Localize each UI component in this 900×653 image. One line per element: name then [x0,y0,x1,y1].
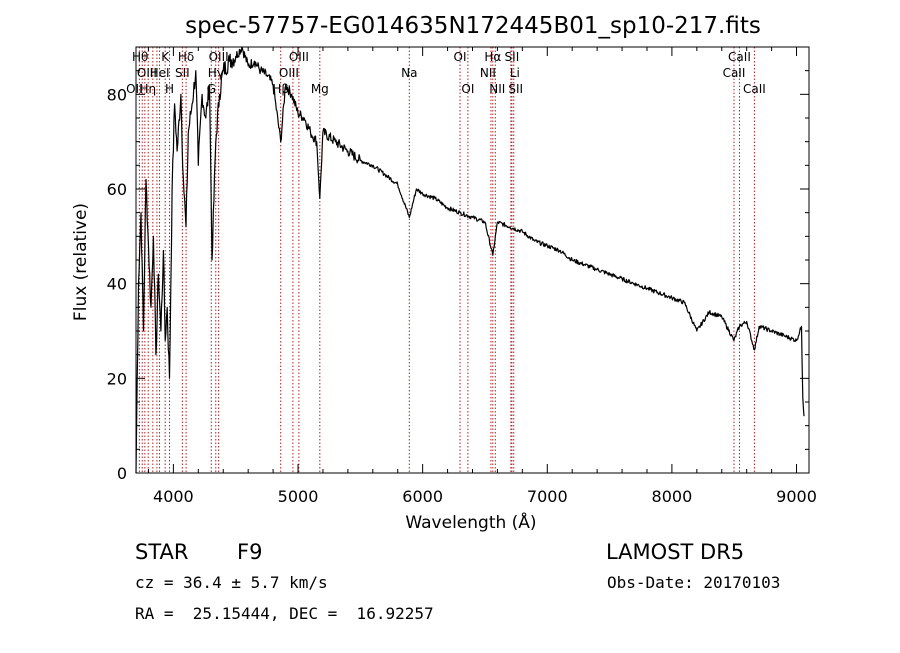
line-marker-labels: OIIHθHηOIIIHeIKHSIIHδGHγOIIIHβOIIIOIIIMg… [126,50,766,96]
line-marker-label-10: Hδ [178,50,194,64]
x-tick-label-0: 4000 [153,487,194,506]
line-marker-label-13: OIII [209,50,229,64]
y-tick-label-2: 40 [107,275,127,294]
line-marker-label-29: CaII [743,82,766,96]
chart-title: spec-57757-EG014635N172445B01_sp10-217.f… [185,13,761,39]
line-marker-label-27: CaII [723,66,746,80]
line-marker-label-6: HeI [150,66,170,80]
line-markers [138,47,755,473]
line-marker-label-9: SII [175,66,190,80]
line-marker-label-23: NII [489,82,505,96]
line-marker-label-19: OI [454,50,467,64]
x-tick-label-1: 5000 [278,487,319,506]
x-tick-label-5: 9000 [776,487,817,506]
line-marker-label-5: OIII [137,66,157,80]
y-tick-label-1: 20 [107,369,127,388]
line-marker-label-20: OI [461,82,474,96]
y-axis: 0 20 40 60 80 [107,70,809,483]
line-marker-label-2: Hη [140,82,157,96]
line-marker-label-1: Hθ [132,50,148,64]
line-marker-label-12: Hγ [208,66,224,80]
object-class: STAR [135,540,189,564]
line-marker-label-8: H [165,82,174,96]
line-marker-label-18: Na [401,66,417,80]
y-tick-label-0: 0 [117,464,127,483]
line-marker-label-0: OII [126,82,143,96]
line-marker-label-15: OIII [279,66,299,80]
line-marker-label-22: Hα [484,50,501,64]
y-tick-label-3: 60 [107,180,127,199]
line-marker-label-11: G [207,82,216,96]
line-marker-label-7: K [161,50,170,64]
line-marker-label-26: SII [508,82,523,96]
line-marker-label-16: OIII [289,50,309,64]
survey-label: LAMOST DR5 [606,540,745,564]
line-marker-label-28: CaII [728,50,751,64]
spectrum-series-line [135,46,805,474]
obs-date-label: Obs-Date: 20170103 [607,573,781,592]
line-marker-label-25: SII [505,50,520,64]
x-tick-label-4: 8000 [652,487,693,506]
redshift-label: cz = 36.4 ± 5.7 km/s [135,573,328,592]
x-tick-label-2: 6000 [402,487,443,506]
x-axis: 4000 5000 6000 7000 8000 9000 [147,47,817,506]
line-marker-label-21: NII [480,66,496,80]
line-marker-label-24: Li [510,66,520,80]
y-axis-label: Flux (relative) [71,203,91,321]
object-subclass: F9 [237,540,263,564]
line-marker-label-17: Mg [311,82,329,96]
y-tick-label-4: 80 [107,85,127,104]
coordinates-label: RA = 25.15444, DEC = 16.92257 [135,604,434,623]
plot-frame [135,46,810,474]
x-tick-label-3: 7000 [527,487,568,506]
x-axis-label: Wavelength (Å) [405,511,536,533]
